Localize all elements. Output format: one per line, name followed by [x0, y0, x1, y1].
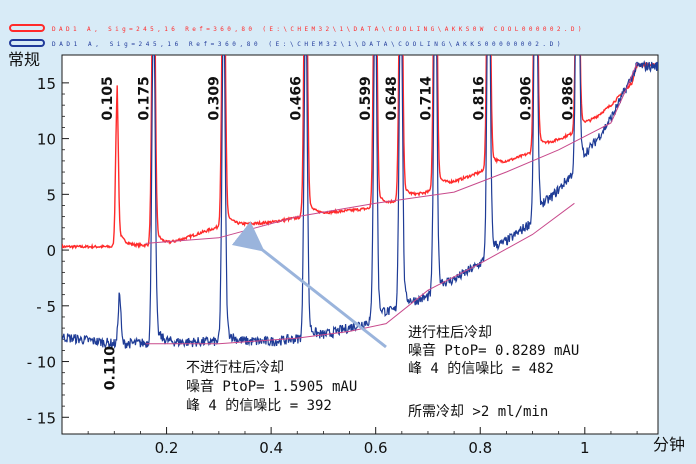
legend-item-cooled: DAD1 A, Sig=245,16 Ref=360,80 (E:\CHEM32… — [9, 24, 585, 33]
peak-label: 0.599 — [358, 76, 374, 120]
peak-label-layer: 0.105 0.175 0.309 0.466 0.599 0.648 0.714 0.816… — [100, 76, 577, 390]
y-tick-label: - 15 — [27, 409, 56, 427]
peak-label: 0.906 — [519, 76, 535, 120]
y-tick-label: 0 — [46, 242, 56, 260]
x-tick-label: 1 — [580, 439, 590, 457]
annotation-uncooled-sn: 峰 4 的信噪比 = 392 — [186, 398, 332, 414]
peak-label: 0.175 — [136, 76, 152, 120]
annotation-uncooled-noise: 噪音 PtoP= 1.5905 mAU — [186, 378, 357, 395]
legend-swatch — [9, 24, 45, 32]
peak-label: 0.309 — [207, 76, 223, 120]
y-tick-label: - 10 — [27, 354, 56, 372]
peak-label: 0.714 — [418, 76, 434, 121]
legend-label: DAD1 A, Sig=245,16 Ref=360,80 (E:\CHEM32… — [52, 41, 564, 48]
annotation-flow: 所需冷却 >2 ml/min — [408, 404, 548, 420]
peak-label: 0.648 — [384, 76, 400, 120]
legend-swatch — [9, 39, 45, 47]
axes: 15 10 5 0 - 5 - 10 - 15 0.2 0.4 0.6 0.8 1 — [27, 75, 638, 457]
uncooled-baseline — [145, 202, 575, 345]
series-line-cooled — [62, 55, 658, 250]
legend-label: DAD1 A, Sig=245,16 Ref=360,80 (E:\CHEM32… — [52, 26, 585, 33]
x-tick-label: 0.4 — [259, 439, 283, 457]
annotation-uncooled-title: 不进行柱后冷却 — [186, 360, 284, 376]
peak-label: 0.105 — [100, 76, 116, 120]
annotation-cooled-noise: 噪音 PtoP= 0.8289 mAU — [408, 342, 579, 359]
legend-item-uncooled: DAD1 A, Sig=245,16 Ref=360,80 (E:\CHEM32… — [9, 39, 564, 48]
x-axis-title: 分钟 — [653, 435, 685, 454]
y-tick-label: 15 — [37, 75, 56, 93]
annotation-cooled: 进行柱后冷却 噪音 PtoP= 0.8289 mAU 峰 4 的信噪比 = 48… — [408, 325, 579, 377]
plot-area — [61, 54, 659, 435]
peak-label: 0.466 — [289, 76, 305, 120]
peak-label: 0.986 — [560, 76, 576, 120]
annotation-cooled-sn: 峰 4 的信噪比 = 482 — [408, 361, 554, 377]
y-tick-label: - 5 — [36, 298, 56, 316]
y-tick-label: 5 — [46, 186, 56, 204]
y-axis-title: 常规 — [8, 50, 40, 69]
annotation-arrow — [231, 221, 387, 349]
annotation-uncooled: 不进行柱后冷却 噪音 PtoP= 1.5905 mAU 峰 4 的信噪比 = 3… — [186, 360, 357, 414]
annotation-cooled-title: 进行柱后冷却 — [408, 325, 492, 341]
peak-label: 0.110 — [103, 346, 119, 391]
x-tick-label: 0.6 — [364, 439, 388, 457]
y-tick-label: 10 — [37, 131, 56, 149]
x-tick-label: 0.2 — [155, 439, 179, 457]
peak-label: 0.816 — [472, 76, 488, 120]
x-tick-label: 0.8 — [468, 439, 492, 457]
legend: DAD1 A, Sig=245,16 Ref=360,80 (E:\CHEM32… — [9, 24, 585, 48]
